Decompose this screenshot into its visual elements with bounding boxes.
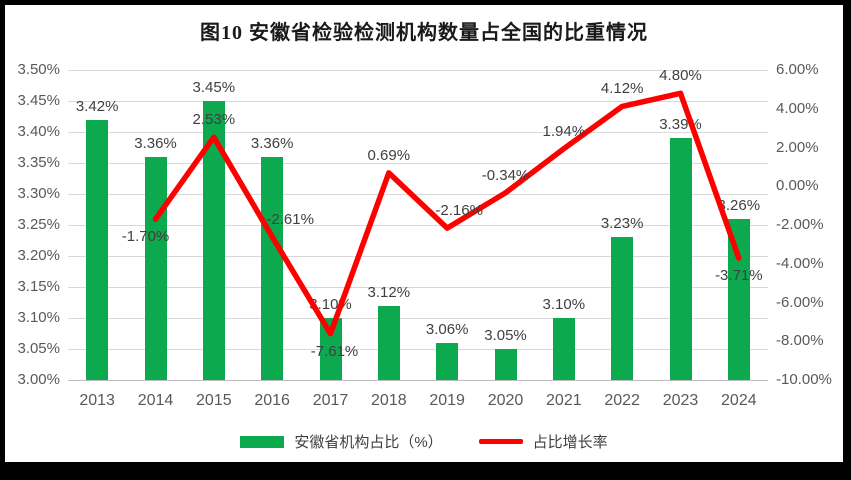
line-value-label: 0.69% <box>367 146 411 164</box>
right-axis-tick: -8.00% <box>776 332 824 350</box>
legend: 安徽省机构占比（%） 占比增长率 <box>5 431 843 452</box>
gridline <box>68 287 768 288</box>
right-axis-tick: 2.00% <box>776 138 819 156</box>
right-axis-tick: -2.00% <box>776 216 824 233</box>
bar-value-label: 3.36% <box>250 134 294 152</box>
legend-line-label: 占比增长率 <box>532 434 608 451</box>
bar-2016 <box>261 156 284 380</box>
bar-value-label: 3.23% <box>600 215 644 233</box>
left-axis-tick: 3.30% <box>17 185 60 202</box>
bar-value-label: 3.05% <box>484 327 527 344</box>
bar-2019 <box>436 342 459 380</box>
x-axis-label: 2014 <box>137 392 174 409</box>
x-axis-label: 2024 <box>721 392 757 409</box>
left-axis-tick: 3.50% <box>17 61 60 78</box>
gridline <box>68 163 768 164</box>
bar-2021 <box>552 318 575 380</box>
gridline <box>68 318 768 319</box>
right-axis-tick: 0.00% <box>776 177 819 195</box>
left-axis-tick: 3.45% <box>17 92 60 109</box>
left-axis-tick: 3.00% <box>17 371 60 388</box>
gridline <box>68 132 768 133</box>
left-axis-tick: 3.35% <box>17 154 60 171</box>
legend-line-swatch-icon <box>478 439 523 444</box>
right-axis-tick: -10.00% <box>776 371 832 388</box>
left-axis-tick: 3.20% <box>17 247 60 264</box>
x-axis-line <box>68 380 768 381</box>
right-axis-tick: 6.00% <box>776 61 819 78</box>
left-axis-tick: 3.15% <box>17 278 60 295</box>
bar-2024 <box>727 218 750 380</box>
gridline <box>68 194 768 195</box>
bar-value-label: 3.12% <box>367 283 411 301</box>
bar-2017 <box>319 318 342 380</box>
gridline <box>68 70 768 71</box>
line-value-label: 2.53% <box>192 111 236 129</box>
bar-2022 <box>611 237 634 380</box>
line-value-label: -0.34% <box>481 166 530 184</box>
gridline <box>68 225 768 226</box>
bar-value-label: 3.36% <box>134 134 177 152</box>
bar-2018 <box>377 305 400 380</box>
line-value-label: -2.61% <box>266 210 314 228</box>
line-value-label: -3.71% <box>715 267 763 285</box>
gridline <box>68 101 768 102</box>
x-axis-label: 2019 <box>429 392 465 409</box>
chart-frame: 图10 安徽省检验检测机构数量占全国的比重情况 3.42% 3.36% 3.45% 3… <box>5 5 843 462</box>
x-axis-label: 2018 <box>371 392 407 409</box>
left-axis-tick: 3.40% <box>17 123 60 140</box>
line-value-label: -2.16% <box>435 202 483 220</box>
left-axis-tick: 3.25% <box>17 216 60 233</box>
x-axis-label: 2022 <box>604 392 640 409</box>
x-axis-label: 2021 <box>546 392 582 409</box>
bar-2013 <box>86 119 109 380</box>
x-axis-label: 2015 <box>196 392 232 409</box>
line-value-label: 4.80% <box>659 67 702 85</box>
right-axis-tick: -4.00% <box>776 254 824 272</box>
bar-value-label: 3.06% <box>425 320 469 338</box>
growth-rate-line <box>152 90 742 337</box>
bar-value-label: 3.42% <box>75 97 119 115</box>
chart-title: 图10 安徽省检验检测机构数量占全国的比重情况 <box>200 22 648 44</box>
bar-value-label: 3.10% <box>542 296 586 313</box>
x-axis-label: 2017 <box>312 392 349 409</box>
x-axis-label: 2013 <box>79 392 115 409</box>
line-value-label: -1.70% <box>121 228 170 246</box>
bar-value-label: 3.45% <box>192 79 236 96</box>
legend-bar-label: 安徽省机构占比（%） <box>294 434 443 451</box>
bar-2015 <box>202 101 225 380</box>
right-axis-tick: -6.00% <box>776 293 824 311</box>
legend-bar-swatch-icon <box>240 435 285 448</box>
bar-value-label: 3.26% <box>717 196 761 214</box>
left-axis-tick: 3.05% <box>17 340 60 357</box>
line-value-label: -7.61% <box>310 342 359 360</box>
plot-area: 3.42% 3.36% 3.45% 3.36% 3.10% 3.12% 3.06% 3.05%… <box>68 67 768 381</box>
gridline <box>68 349 768 350</box>
line-value-label: 1.94% <box>542 122 586 140</box>
bar-2023 <box>669 138 692 380</box>
bar-2020 <box>494 349 517 380</box>
left-axis-tick: 3.10% <box>17 309 60 326</box>
x-axis-label: 2020 <box>487 392 524 409</box>
x-axis-label: 2023 <box>662 392 699 409</box>
line-value-label: 4.12% <box>600 80 644 98</box>
right-axis-tick: 4.00% <box>776 99 819 117</box>
gridline <box>68 256 768 257</box>
x-axis-label: 2016 <box>254 392 290 409</box>
